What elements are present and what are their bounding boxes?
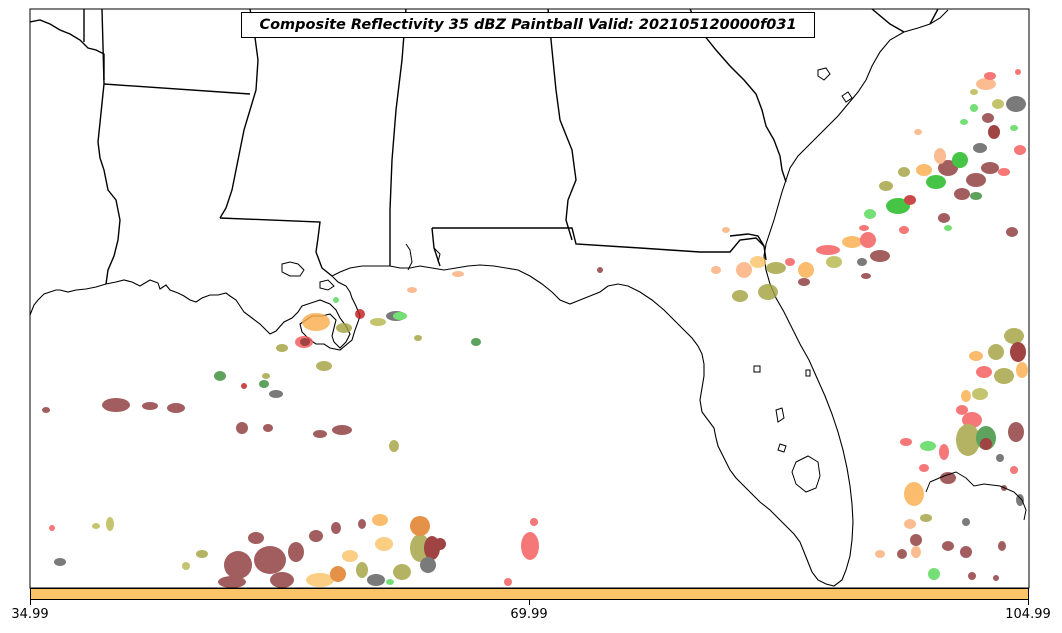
- reflectivity-paintball: [42, 69, 1028, 588]
- colorbar-tick: [529, 600, 530, 605]
- map-title: Composite Reflectivity 35 dBZ Paintball …: [241, 12, 815, 38]
- state-borders: [30, 9, 939, 285]
- coastline: [817, 67, 853, 103]
- colorbar: [30, 588, 1029, 600]
- colorbar-tick: [30, 600, 31, 605]
- colorbar-tick-label-mid: 69.99: [510, 607, 548, 622]
- colorbar-tick-label-max: 104.99: [1005, 607, 1051, 622]
- coastline: [281, 243, 441, 291]
- coastline: [925, 471, 1027, 521]
- colorbar-tick: [1028, 600, 1029, 605]
- coastline: [30, 9, 949, 587]
- lakes: [753, 365, 821, 493]
- colorbar-tick-label-min: 34.99: [11, 607, 49, 622]
